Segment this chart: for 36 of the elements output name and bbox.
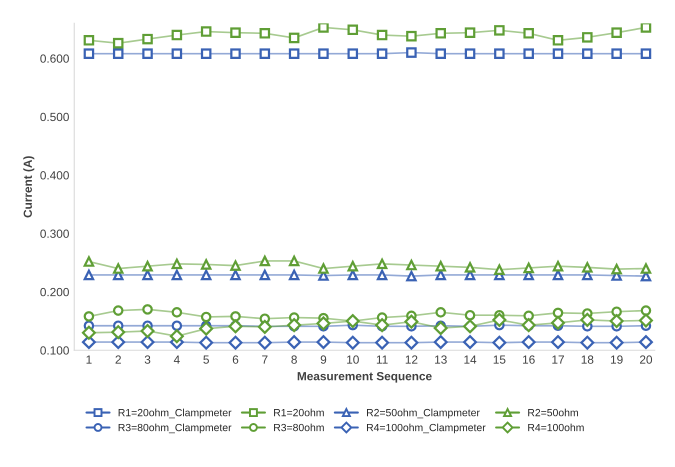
y-axis-title: Current (A) [23, 156, 34, 218]
legend-label: R3=80ohm_Clampmeter [118, 424, 232, 434]
x-tick-label: 20 [640, 355, 652, 364]
y-tick-label: 0.600 [40, 54, 69, 63]
x-tick-label: 1 [86, 356, 92, 364]
legend-label: R4=100ohm_Clampmeter [366, 424, 486, 434]
x-tick-label: 8 [291, 355, 297, 364]
x-tick-label: 7 [262, 356, 268, 364]
y-tick-label: 0.100 [40, 346, 69, 355]
x-tick-label: 12 [406, 355, 418, 364]
legend-label: R1=20ohm [274, 408, 324, 416]
y-tick-label: 0.500 [40, 112, 69, 122]
legend-label: R1=20ohm_Clampmeter [118, 408, 232, 418]
x-tick-label: 19 [610, 355, 623, 364]
x-tick-label: 14 [464, 356, 476, 364]
x-tick-label: 2 [116, 355, 121, 364]
legend-label: R2=50ohm_Clampmeter [366, 408, 480, 418]
x-tick-label: 16 [523, 355, 535, 364]
x-tick-label: 3 [144, 355, 150, 364]
x-tick-label: 17 [552, 356, 564, 364]
x-tick-label: 13 [435, 355, 447, 364]
x-tick-label: 10 [347, 355, 359, 364]
x-tick-label: 11 [376, 356, 388, 364]
x-tick-label: 4 [174, 356, 180, 364]
x-tick-label: 9 [320, 355, 326, 364]
x-axis-title: Measurement Sequence [298, 372, 432, 383]
x-tick-label: 5 [203, 356, 209, 364]
x-tick-label: 15 [494, 356, 506, 364]
x-tick-label: 6 [232, 355, 238, 364]
legend-label: R4=100ohm [528, 424, 584, 432]
legend-label: R2=50ohm [528, 408, 578, 416]
y-tick-label: 0.200 [40, 288, 69, 296]
y-tick-label: 0.400 [40, 171, 69, 180]
x-tick-label: 18 [582, 355, 594, 364]
y-tick-label: 0.300 [40, 230, 69, 238]
legend-label: R3=80ohm [274, 424, 324, 432]
